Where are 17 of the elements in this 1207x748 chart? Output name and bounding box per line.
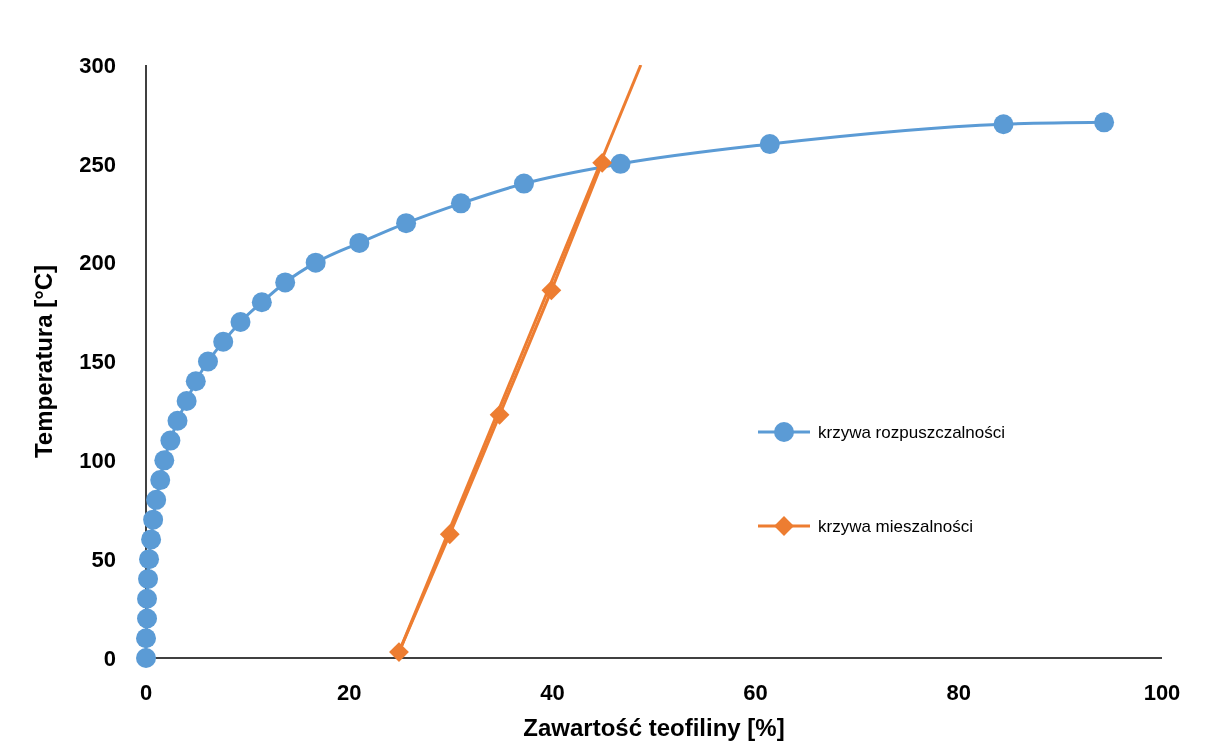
x-tick-label: 20 bbox=[336, 680, 362, 705]
x-tick-label: 40 bbox=[540, 680, 565, 705]
x-tick-label: 100 bbox=[1143, 680, 1181, 705]
y-tick-label: 150 bbox=[79, 349, 116, 375]
y-tick-label: 200 bbox=[79, 250, 116, 276]
y-tick-label: 100 bbox=[79, 448, 116, 474]
y-axis-title: Temperatura [°C] bbox=[30, 264, 57, 459]
y-tick-label: 0 bbox=[103, 645, 116, 671]
x-tick-label: 80 bbox=[946, 680, 972, 705]
x-axis-title: Zawartość teofiliny [%] bbox=[523, 714, 785, 741]
y-tick-label: 250 bbox=[79, 151, 116, 177]
x-tick-label: 0 bbox=[139, 680, 153, 705]
y-tick-label: 300 bbox=[79, 52, 116, 78]
y-tick-label: 50 bbox=[91, 546, 116, 572]
legend-label: krzywa rozpuszczalności bbox=[818, 422, 1006, 442]
legend-label: krzywa mieszalności bbox=[818, 516, 973, 536]
x-tick-label: 60 bbox=[743, 680, 768, 705]
